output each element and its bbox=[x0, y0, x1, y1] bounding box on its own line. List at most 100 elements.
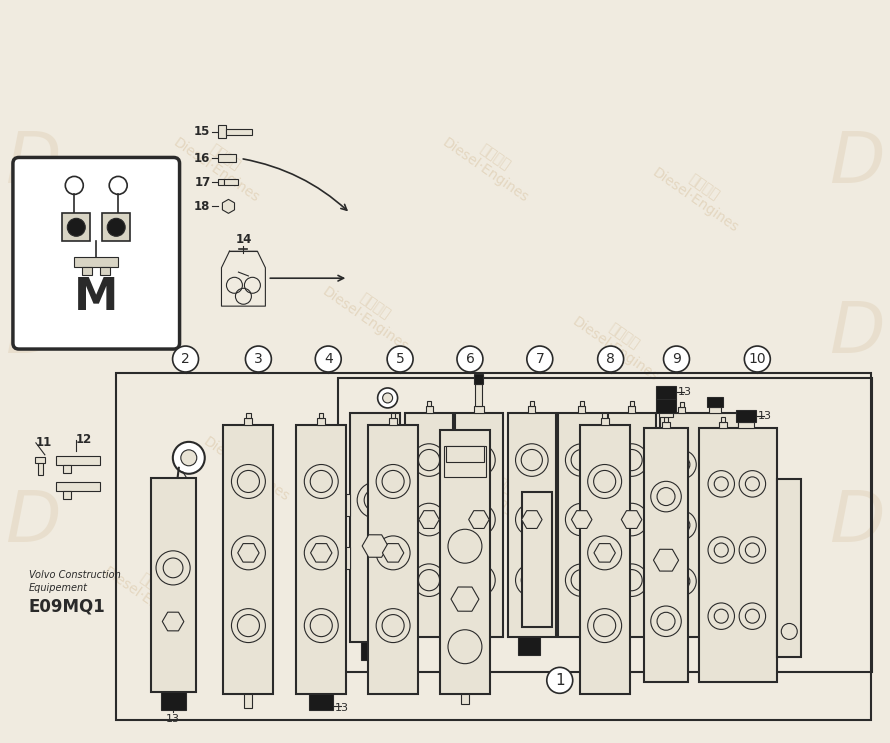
Circle shape bbox=[615, 444, 648, 476]
Circle shape bbox=[387, 346, 413, 372]
Circle shape bbox=[594, 614, 616, 637]
Text: 12: 12 bbox=[76, 433, 92, 447]
Circle shape bbox=[615, 503, 648, 536]
Circle shape bbox=[311, 614, 332, 637]
Bar bbox=[474, 406, 484, 413]
Circle shape bbox=[383, 393, 392, 403]
Circle shape bbox=[740, 470, 765, 497]
Circle shape bbox=[674, 456, 690, 473]
Circle shape bbox=[515, 564, 548, 597]
Circle shape bbox=[463, 444, 495, 476]
Circle shape bbox=[708, 470, 734, 497]
Bar bbox=[558, 413, 606, 637]
Text: 7: 7 bbox=[536, 352, 544, 366]
Circle shape bbox=[708, 603, 734, 629]
Circle shape bbox=[706, 574, 722, 589]
Circle shape bbox=[515, 503, 548, 536]
Text: 8: 8 bbox=[606, 352, 615, 366]
Circle shape bbox=[700, 567, 728, 596]
Text: 2: 2 bbox=[182, 352, 190, 366]
Circle shape bbox=[598, 346, 624, 372]
Circle shape bbox=[173, 346, 198, 372]
Bar bbox=[245, 418, 253, 425]
Circle shape bbox=[668, 510, 696, 539]
Text: D: D bbox=[829, 488, 885, 557]
Circle shape bbox=[594, 470, 616, 493]
Text: D: D bbox=[829, 129, 885, 198]
Text: 紫发动力
Diesel·Engines: 紫发动力 Diesel·Engines bbox=[80, 272, 181, 354]
Circle shape bbox=[565, 564, 598, 597]
Text: 紫发动力
Diesel·Engines: 紫发动力 Diesel·Engines bbox=[629, 541, 730, 624]
Bar bbox=[62, 213, 90, 241]
Bar bbox=[643, 428, 689, 682]
Bar bbox=[38, 461, 43, 475]
Bar bbox=[56, 481, 100, 490]
Bar bbox=[608, 413, 656, 637]
Bar bbox=[603, 413, 607, 418]
Circle shape bbox=[565, 444, 598, 476]
Circle shape bbox=[668, 567, 696, 596]
Circle shape bbox=[107, 218, 125, 236]
Circle shape bbox=[413, 444, 445, 476]
Circle shape bbox=[657, 487, 675, 505]
Circle shape bbox=[515, 444, 548, 476]
Bar bbox=[777, 478, 801, 657]
Text: M: M bbox=[74, 276, 118, 319]
Bar bbox=[721, 417, 725, 422]
Bar bbox=[736, 410, 756, 422]
Bar bbox=[116, 373, 871, 720]
Text: 紫发动力
Diesel·Engines: 紫发动力 Diesel·Engines bbox=[320, 272, 420, 354]
Bar bbox=[630, 401, 634, 406]
Circle shape bbox=[65, 176, 84, 195]
Circle shape bbox=[457, 346, 483, 372]
Bar bbox=[223, 425, 273, 694]
Bar bbox=[656, 386, 676, 399]
Bar bbox=[63, 490, 71, 499]
Bar bbox=[427, 401, 431, 406]
Text: D: D bbox=[5, 129, 61, 198]
Bar bbox=[738, 422, 754, 428]
Text: 紫发动力
Diesel·Engines: 紫发动力 Diesel·Engines bbox=[390, 571, 490, 654]
Bar bbox=[56, 455, 100, 465]
Circle shape bbox=[587, 464, 621, 499]
Circle shape bbox=[621, 570, 643, 591]
Text: 13: 13 bbox=[336, 704, 349, 713]
Text: 15: 15 bbox=[194, 125, 211, 138]
Bar bbox=[296, 425, 346, 694]
Text: D: D bbox=[829, 299, 885, 368]
Circle shape bbox=[163, 558, 183, 578]
Bar bbox=[391, 413, 395, 418]
Bar bbox=[332, 496, 338, 509]
Text: D: D bbox=[5, 299, 61, 368]
Circle shape bbox=[651, 481, 682, 512]
Circle shape bbox=[413, 503, 445, 536]
Circle shape bbox=[674, 574, 690, 589]
Text: 紫发动力
Diesel·Engines: 紫发动力 Diesel·Engines bbox=[649, 152, 749, 235]
Bar bbox=[678, 407, 685, 413]
Bar bbox=[247, 413, 251, 418]
Bar bbox=[338, 547, 350, 569]
Circle shape bbox=[376, 609, 410, 643]
Text: 紫发动力
Diesel·Engines: 紫发动力 Diesel·Engines bbox=[440, 122, 540, 205]
Bar bbox=[530, 401, 534, 406]
Circle shape bbox=[715, 609, 728, 623]
Circle shape bbox=[238, 470, 260, 493]
Text: 17: 17 bbox=[194, 176, 211, 189]
Bar bbox=[368, 425, 418, 694]
Bar bbox=[338, 378, 872, 672]
Text: 3: 3 bbox=[254, 352, 263, 366]
Circle shape bbox=[304, 609, 338, 643]
Bar bbox=[160, 692, 185, 710]
Circle shape bbox=[615, 564, 648, 597]
Circle shape bbox=[68, 218, 85, 236]
Text: 紫发动力
Diesel·Engines: 紫发动力 Diesel·Engines bbox=[200, 421, 301, 504]
Circle shape bbox=[448, 529, 481, 563]
Circle shape bbox=[246, 346, 271, 372]
Circle shape bbox=[173, 442, 205, 474]
Bar bbox=[150, 478, 196, 692]
Bar bbox=[444, 446, 486, 478]
Text: 紫发动力
Diesel·Engines: 紫发动力 Diesel·Engines bbox=[679, 401, 780, 484]
Bar bbox=[310, 694, 333, 710]
Bar bbox=[446, 446, 484, 461]
Circle shape bbox=[304, 464, 338, 499]
